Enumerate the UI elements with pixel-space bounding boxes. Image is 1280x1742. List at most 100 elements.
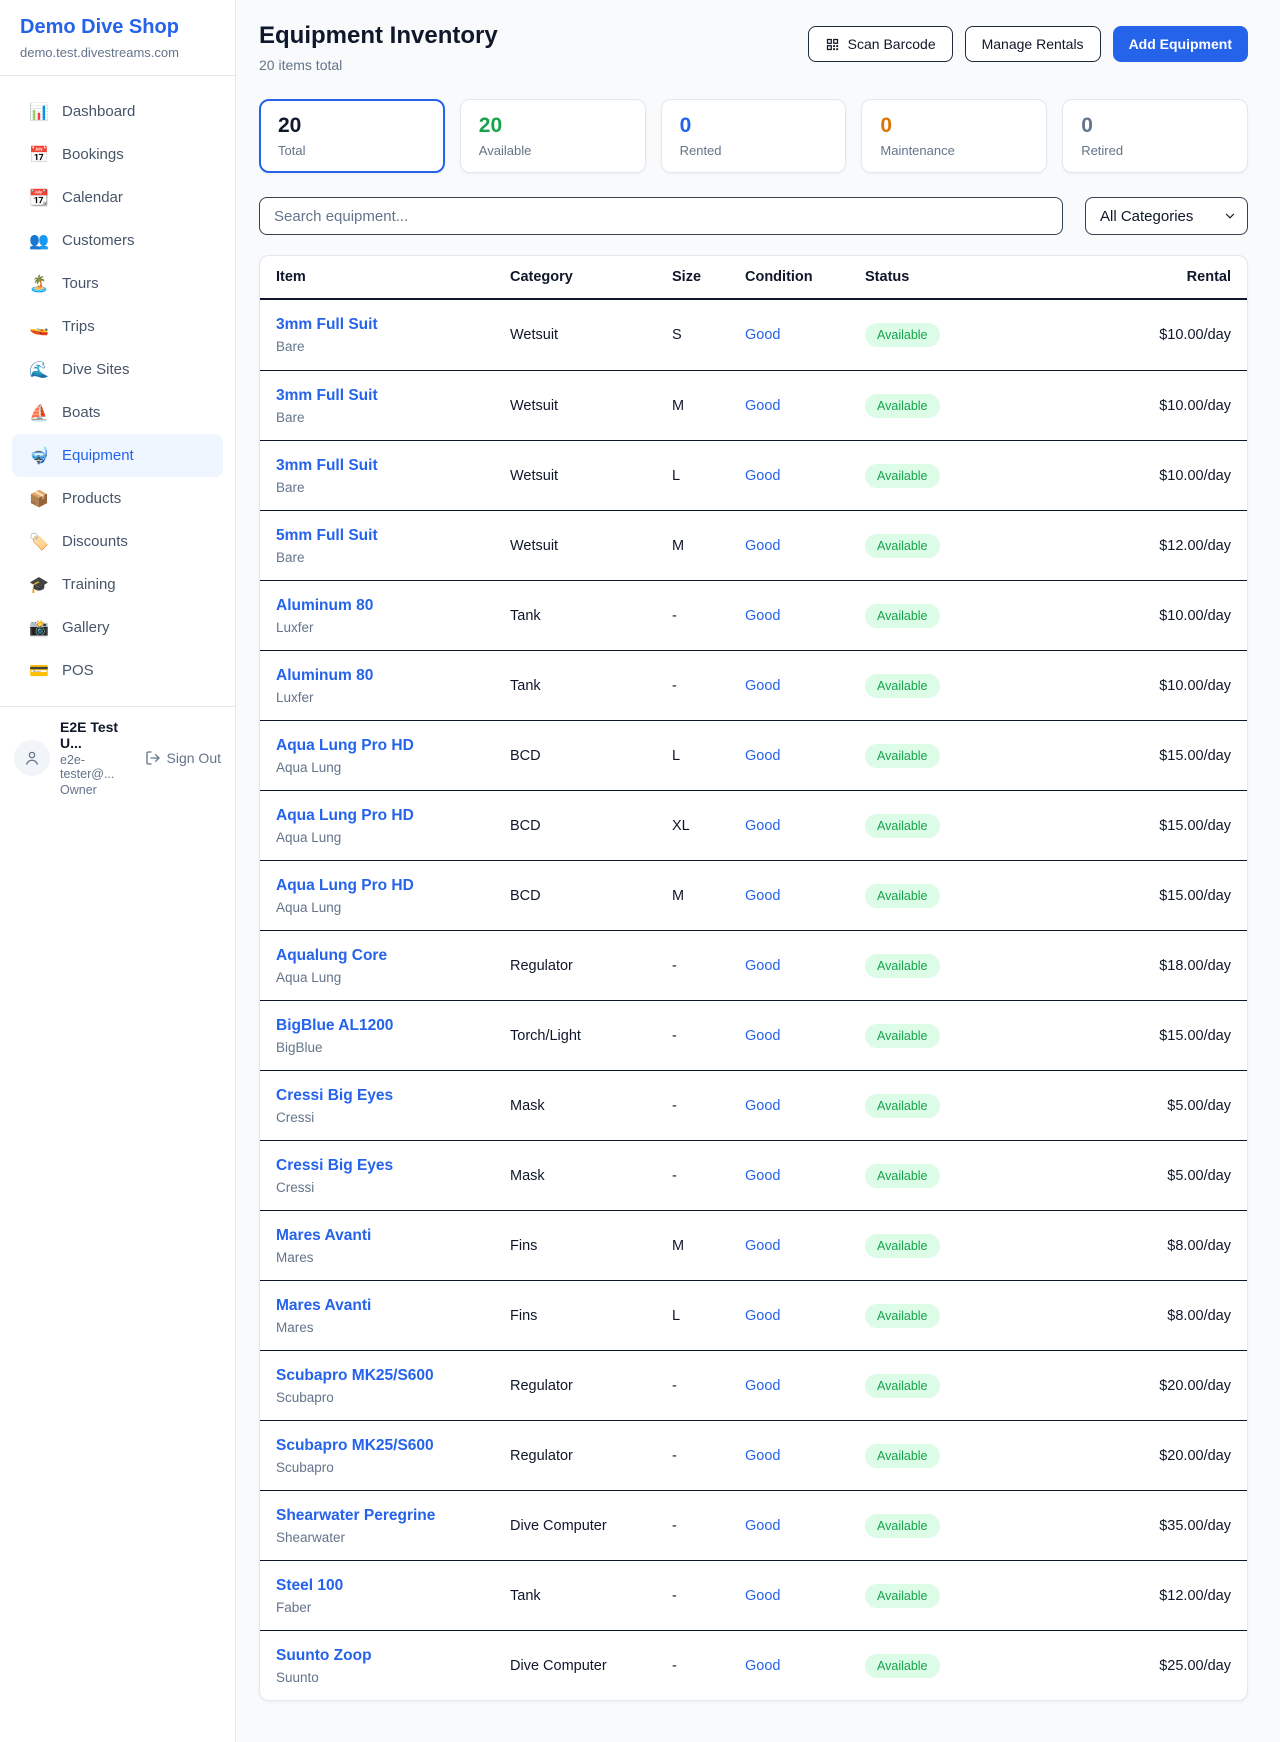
item-size: - (672, 1097, 677, 1114)
condition-link[interactable]: Good (745, 327, 781, 343)
bar-chart-icon: 📊 (29, 103, 49, 121)
item-size: - (672, 957, 677, 974)
brand-domain: demo.test.divestreams.com (20, 45, 179, 60)
sidebar-item-bookings[interactable]: 📅 Bookings (12, 133, 223, 176)
category-select-value: All Categories (1100, 207, 1194, 225)
condition-link[interactable]: Good (745, 1307, 781, 1324)
tag-icon: 🏷️ (29, 533, 49, 551)
table-row: Steel 100 Faber Tank - Good Available $1… (260, 1560, 1247, 1630)
item-rental-rate: $5.00/day (1167, 1167, 1231, 1184)
sidebar-item-tours[interactable]: 🏝️ Tours (12, 262, 223, 305)
item-name-link[interactable]: Aluminum 80 (276, 596, 374, 614)
item-size: XL (672, 817, 690, 834)
table-row: Scubapro MK25/S600 Scubapro Regulator - … (260, 1420, 1247, 1490)
item-name-link[interactable]: Shearwater Peregrine (276, 1506, 436, 1524)
sign-out-button[interactable]: Sign Out (145, 750, 221, 766)
sidebar-item-dive-sites[interactable]: 🌊 Dive Sites (12, 348, 223, 391)
condition-link[interactable]: Good (745, 1657, 781, 1674)
item-name-link[interactable]: Aqua Lung Pro HD (276, 736, 414, 754)
item-name-link[interactable]: Cressi Big Eyes (276, 1156, 394, 1174)
condition-link[interactable]: Good (745, 1447, 781, 1464)
item-rental-rate: $25.00/day (1159, 1657, 1231, 1674)
manage-rentals-label: Manage Rentals (981, 36, 1084, 52)
item-name-link[interactable]: 3mm Full Suit (276, 456, 378, 474)
stat-card-maintenance[interactable]: 0 Maintenance (861, 99, 1048, 173)
stat-card-retired[interactable]: 0 Retired (1062, 99, 1248, 173)
item-rental-rate: $8.00/day (1167, 1237, 1231, 1254)
condition-link[interactable]: Good (745, 1027, 781, 1044)
item-rental-rate: $15.00/day (1159, 817, 1231, 834)
item-category: Tank (510, 677, 541, 694)
column-header-condition: Condition (745, 269, 813, 285)
item-brand: Aqua Lung (276, 899, 342, 915)
item-name-link[interactable]: 3mm Full Suit (276, 386, 378, 404)
stat-card-rented[interactable]: 0 Rented (660, 99, 847, 173)
sidebar-item-boats[interactable]: ⛵ Boats (12, 391, 223, 434)
stat-card-total[interactable]: 20 Total (259, 99, 445, 173)
condition-link[interactable]: Good (745, 607, 781, 624)
condition-link[interactable]: Good (745, 1097, 781, 1114)
item-name-link[interactable]: Aqua Lung Pro HD (276, 806, 414, 824)
condition-link[interactable]: Good (745, 1377, 781, 1394)
main-content: Equipment Inventory 20 items total Scan … (237, 0, 1280, 1733)
condition-link[interactable]: Good (745, 677, 781, 694)
stat-label: Retired (1081, 143, 1124, 158)
item-brand: Aqua Lung (276, 829, 342, 845)
status-badge: Available (865, 1093, 940, 1118)
condition-link[interactable]: Good (745, 957, 781, 974)
condition-link[interactable]: Good (745, 397, 781, 414)
stat-value: 20 (478, 114, 503, 137)
item-name-link[interactable]: Scubapro MK25/S600 (276, 1366, 434, 1384)
sidebar-item-training[interactable]: 🎓 Training (12, 563, 223, 606)
condition-link[interactable]: Good (745, 1587, 781, 1604)
sidebar-nav: 📊 Dashboard 📅 Bookings 📆 Calendar 👥 Cust… (0, 76, 235, 702)
sidebar-item-gallery[interactable]: 📸 Gallery (12, 606, 223, 649)
stat-card-available[interactable]: 20 Available (459, 99, 646, 173)
sidebar-item-pos[interactable]: 💳 POS (12, 649, 223, 692)
search-input[interactable] (259, 197, 1063, 235)
condition-link[interactable]: Good (745, 467, 781, 484)
item-name-link[interactable]: Suunto Zoop (276, 1646, 372, 1664)
item-rental-rate: $15.00/day (1159, 1027, 1231, 1044)
condition-link[interactable]: Good (745, 1167, 781, 1184)
condition-link[interactable]: Good (745, 887, 781, 904)
sidebar-item-customers[interactable]: 👥 Customers (12, 219, 223, 262)
item-name-link[interactable]: Steel 100 (276, 1576, 344, 1594)
item-size: - (672, 607, 677, 624)
item-name-link[interactable]: Aqua Lung Pro HD (276, 876, 414, 894)
item-name-link[interactable]: Aqualung Core (276, 946, 388, 964)
condition-link[interactable]: Good (745, 1237, 781, 1254)
item-name-link[interactable]: 5mm Full Suit (276, 526, 378, 544)
item-name-link[interactable]: Cressi Big Eyes (276, 1086, 394, 1104)
item-name-link[interactable]: BigBlue AL1200 (276, 1016, 394, 1034)
sidebar-item-calendar[interactable]: 📆 Calendar (12, 176, 223, 219)
item-brand: BigBlue (276, 1039, 323, 1055)
sidebar-item-dashboard[interactable]: 📊 Dashboard (12, 90, 223, 133)
condition-link[interactable]: Good (745, 747, 781, 764)
table-row: Mares Avanti Mares Fins M Good Available… (260, 1210, 1247, 1280)
manage-rentals-button[interactable]: Manage Rentals (964, 26, 1101, 62)
status-badge: Available (865, 743, 940, 768)
stat-label: Available (478, 143, 532, 158)
status-badge: Available (865, 1023, 940, 1048)
item-name-link[interactable]: Scubapro MK25/S600 (276, 1436, 434, 1454)
category-select[interactable]: All Categories (1085, 197, 1248, 235)
item-name-link[interactable]: 3mm Full Suit (276, 316, 378, 333)
item-name-link[interactable]: Mares Avanti (276, 1296, 372, 1314)
sidebar-item-discounts[interactable]: 🏷️ Discounts (12, 520, 223, 563)
sidebar-item-trips[interactable]: 🚤 Trips (12, 305, 223, 348)
add-equipment-button[interactable]: Add Equipment (1112, 26, 1248, 62)
sidebar-item-products[interactable]: 📦 Products (12, 477, 223, 520)
condition-link[interactable]: Good (745, 537, 781, 554)
item-name-link[interactable]: Aluminum 80 (276, 666, 374, 684)
scan-barcode-button[interactable]: Scan Barcode (807, 26, 953, 62)
table-row: Aqua Lung Pro HD Aqua Lung BCD M Good Av… (260, 860, 1247, 930)
item-name-link[interactable]: Mares Avanti (276, 1226, 372, 1244)
condition-link[interactable]: Good (745, 1517, 781, 1534)
sailboat-icon: ⛵ (29, 404, 49, 422)
sidebar-item-label: Products (62, 490, 122, 507)
sidebar-item-equipment[interactable]: 🤿 Equipment (12, 434, 223, 477)
table-row: Scubapro MK25/S600 Scubapro Regulator - … (260, 1350, 1247, 1420)
condition-link[interactable]: Good (745, 817, 781, 834)
table-row: Cressi Big Eyes Cressi Mask - Good Avail… (260, 1070, 1247, 1140)
